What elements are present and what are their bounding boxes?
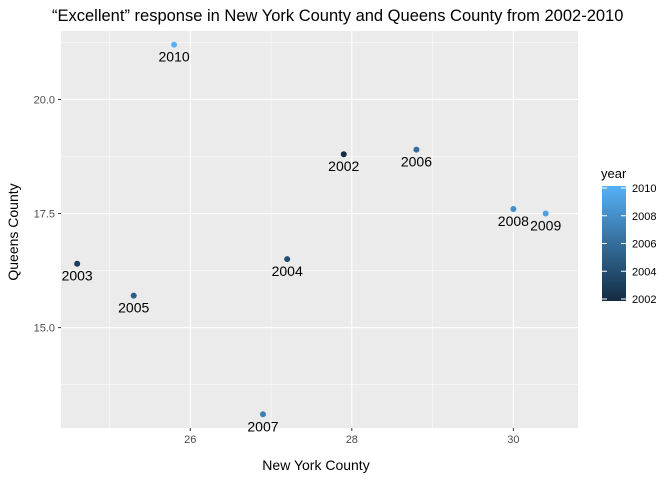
point-label: 2008 [498, 213, 529, 229]
legend-label: 2004 [632, 266, 656, 278]
y-axis-title: Queens County [5, 183, 21, 280]
y-axis-ticks: 15.0 17.5 20.0 [34, 94, 61, 335]
x-tick-label: 30 [507, 434, 519, 446]
plot-panel [61, 31, 578, 428]
point-label: 2004 [272, 263, 303, 279]
point-label: 2003 [62, 268, 93, 284]
legend-label: 2006 [632, 239, 656, 251]
legend-label: 2008 [632, 211, 656, 223]
point-label: 2010 [159, 49, 190, 65]
y-tick-label: 20.0 [34, 94, 55, 106]
data-point [340, 151, 347, 158]
x-axis-ticks: 26 28 30 [184, 428, 520, 446]
data-point [130, 292, 137, 299]
grid-lines [61, 31, 578, 428]
x-tick-label: 26 [184, 434, 196, 446]
data-point [74, 260, 81, 267]
legend-label: 2010 [632, 183, 656, 195]
y-tick-label: 15.0 [34, 323, 55, 335]
x-tick-label: 28 [346, 434, 358, 446]
data-point [413, 146, 420, 153]
point-label: 2006 [401, 154, 432, 170]
data-points [74, 41, 549, 418]
data-point [171, 41, 178, 48]
legend-title: year [601, 166, 627, 181]
point-label: 2009 [530, 218, 561, 234]
data-point [284, 256, 291, 263]
point-label: 2002 [328, 158, 359, 174]
data-point [259, 411, 266, 418]
x-axis-title: New York County [262, 457, 369, 473]
point-label: 2005 [118, 300, 149, 316]
point-labels: 2002 2003 2004 2005 2006 2007 2008 2009 2010 [62, 49, 562, 435]
legend: year 2002 2004 2006 2008 2010 [601, 166, 656, 306]
data-point [510, 205, 517, 212]
y-tick-label: 17.5 [34, 209, 55, 221]
legend-label: 2002 [632, 294, 656, 306]
point-label: 2007 [247, 418, 278, 434]
chart-title: “Excellent” response in New York County … [52, 7, 623, 25]
legend-ticks: 2002 2004 2006 2008 2010 [602, 183, 656, 306]
data-point [542, 210, 549, 217]
